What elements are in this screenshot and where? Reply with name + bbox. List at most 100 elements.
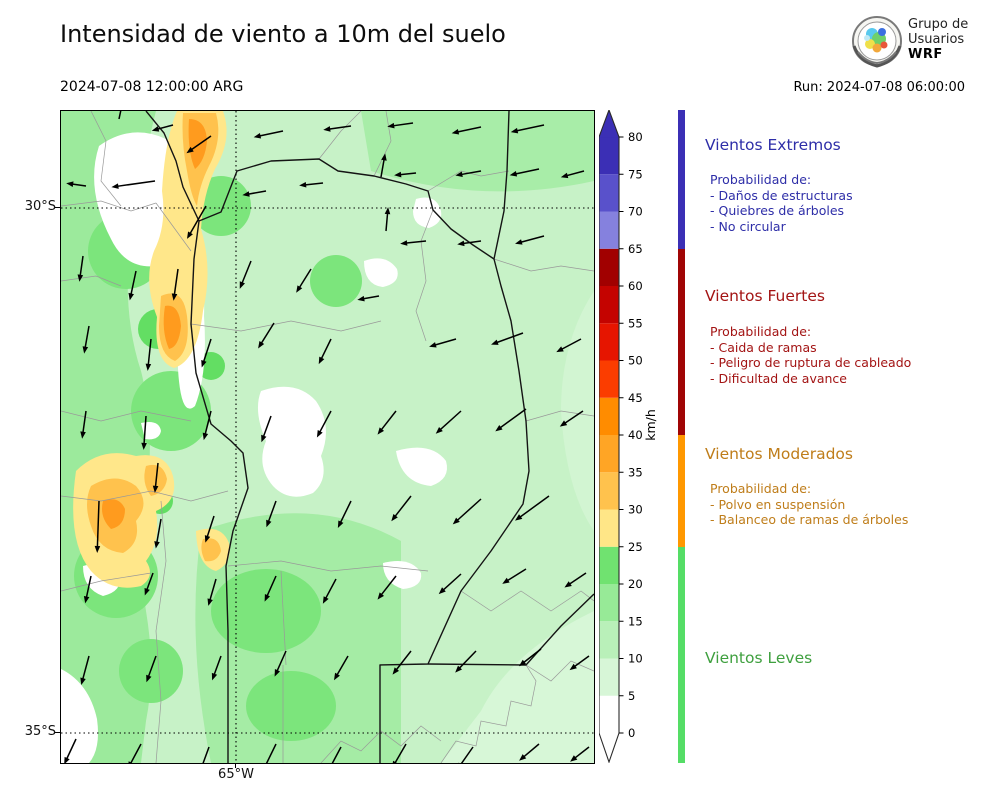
legend-lines-fuertes: Probabilidad de: - Caida de ramas - Peligr… bbox=[710, 324, 911, 386]
logo-seal-icon bbox=[852, 16, 902, 68]
lon-label-65w: 65°W bbox=[218, 767, 254, 782]
wind-arrow bbox=[145, 572, 154, 593]
wind-arrow bbox=[567, 572, 587, 586]
wind-arrow bbox=[259, 322, 275, 346]
colorbar-tick-label: 25 bbox=[628, 540, 643, 554]
colorbar-tick-label: 0 bbox=[628, 726, 635, 740]
wind-arrow bbox=[115, 180, 156, 188]
lat-tick-30s bbox=[55, 207, 60, 208]
wind-arrow-head bbox=[316, 429, 323, 438]
wind-arrow bbox=[459, 170, 482, 176]
colorbar-segment bbox=[599, 174, 619, 212]
wind-arrow bbox=[257, 130, 284, 138]
legend-line: - Quiebres de árboles bbox=[710, 203, 845, 219]
wind-arrow bbox=[143, 415, 147, 446]
wind-arrow bbox=[189, 135, 212, 152]
colorbar-segment bbox=[599, 509, 619, 547]
wind-arrow-head bbox=[77, 274, 84, 282]
category-strip-segment bbox=[678, 249, 685, 435]
wind-arrow bbox=[379, 410, 397, 432]
wind-arrow-head bbox=[515, 239, 523, 245]
wind-arrow bbox=[203, 410, 212, 437]
colorbar-segment bbox=[599, 397, 619, 435]
colorbar-ticks: 0 5 10 15 20 25 30 35 40 45 50 55 60 65 70 75 80 bbox=[619, 130, 643, 740]
legend-lines-moderados: Probabilidad de: - Polvo en suspensión - B… bbox=[710, 481, 908, 528]
wind-arrow bbox=[393, 743, 407, 766]
colorbar-unit-label: km/h bbox=[643, 409, 658, 441]
legend-line: - Dificultad de avance bbox=[710, 370, 847, 386]
wind-arrow bbox=[81, 410, 87, 435]
wrf-users-group-logo bbox=[846, 12, 996, 78]
wind-arrow-head bbox=[392, 667, 400, 675]
wind-arrow-head bbox=[384, 207, 391, 215]
wind-arrow-head bbox=[515, 514, 523, 521]
wind-arrow-head bbox=[94, 545, 101, 553]
wind-arrow-head bbox=[207, 598, 213, 606]
legend-line: - Polvo en suspensión bbox=[710, 496, 846, 512]
logo-line-1: Grupo de bbox=[908, 17, 969, 32]
colorbar-tick-label: 15 bbox=[628, 614, 643, 628]
colorbar-segment bbox=[599, 137, 619, 175]
wind-arrow bbox=[379, 575, 397, 597]
colorbar-segment bbox=[599, 211, 619, 249]
colorbar-segment bbox=[599, 584, 619, 622]
wind-arrow bbox=[404, 240, 427, 245]
wind-arrow-head bbox=[66, 181, 74, 187]
wind-arrow-head bbox=[141, 442, 147, 450]
wind-arrow-head bbox=[299, 181, 307, 188]
wind-arrow-head bbox=[435, 426, 443, 434]
wind-arrow-head bbox=[83, 595, 90, 604]
wind-arrow-head bbox=[559, 420, 568, 427]
legend-line: Probabilidad de: bbox=[710, 324, 812, 339]
wind-arrow bbox=[324, 578, 337, 601]
wind-arrow bbox=[572, 746, 590, 760]
logo-line-3: WRF bbox=[908, 47, 943, 62]
wind-arrow-head bbox=[323, 126, 331, 132]
wind-arrow bbox=[505, 568, 527, 583]
wind-arrow-head bbox=[510, 127, 519, 134]
wind-arrow bbox=[514, 124, 545, 132]
wind-arrow-head bbox=[239, 281, 245, 289]
wind-arrow-head bbox=[491, 339, 499, 345]
category-strip-segment bbox=[678, 435, 685, 547]
wind-arrow-head bbox=[569, 663, 577, 671]
colorbar-tick-label: 45 bbox=[628, 391, 643, 405]
wind-arrow-head bbox=[202, 432, 209, 441]
legend-line: - Daños de estructuras bbox=[710, 187, 853, 203]
wind-arrow-head bbox=[171, 293, 178, 301]
wind-arrow bbox=[455, 498, 482, 523]
wind-arrow-head bbox=[438, 587, 446, 595]
wind-arrow-head bbox=[455, 665, 463, 673]
wind-arrow-head bbox=[258, 341, 265, 349]
wind-arrow bbox=[246, 190, 267, 196]
wind-arrow bbox=[361, 295, 380, 300]
wind-arrow-head bbox=[152, 485, 159, 493]
wind-arrow bbox=[441, 573, 462, 592]
colorbar-segment bbox=[599, 695, 619, 733]
wind-arrow bbox=[297, 268, 312, 290]
wind-arrow bbox=[212, 655, 222, 677]
wind-arrow bbox=[147, 338, 152, 367]
wind-arrow bbox=[96, 500, 100, 549]
wind-arrow-head bbox=[80, 431, 86, 439]
wind-arrow-head bbox=[186, 146, 194, 154]
wind-arrow bbox=[319, 338, 332, 361]
wind-arrow bbox=[147, 655, 157, 679]
wind-arrow bbox=[267, 500, 277, 524]
wind-arrow-head bbox=[377, 592, 385, 600]
colorbar-tick-label: 10 bbox=[628, 652, 643, 666]
wind-arrow bbox=[498, 408, 527, 430]
wind-arrow-head bbox=[391, 513, 398, 522]
valid-time-label: 2024-07-08 12:00:00 ARG bbox=[60, 79, 244, 95]
legend-line: - Caida de ramas bbox=[710, 339, 817, 355]
colorbar-tick-label: 60 bbox=[628, 279, 643, 293]
wind-arrow-head bbox=[334, 672, 340, 681]
colorbar-tick-label: 55 bbox=[628, 316, 643, 330]
wind-arrow bbox=[521, 648, 542, 665]
wind-arrow-head bbox=[457, 240, 465, 247]
wind-arrow bbox=[338, 500, 352, 525]
legend-line: Probabilidad de: bbox=[710, 481, 812, 496]
wind-arrow-head bbox=[146, 674, 152, 683]
wind-arrow-head bbox=[452, 517, 460, 525]
